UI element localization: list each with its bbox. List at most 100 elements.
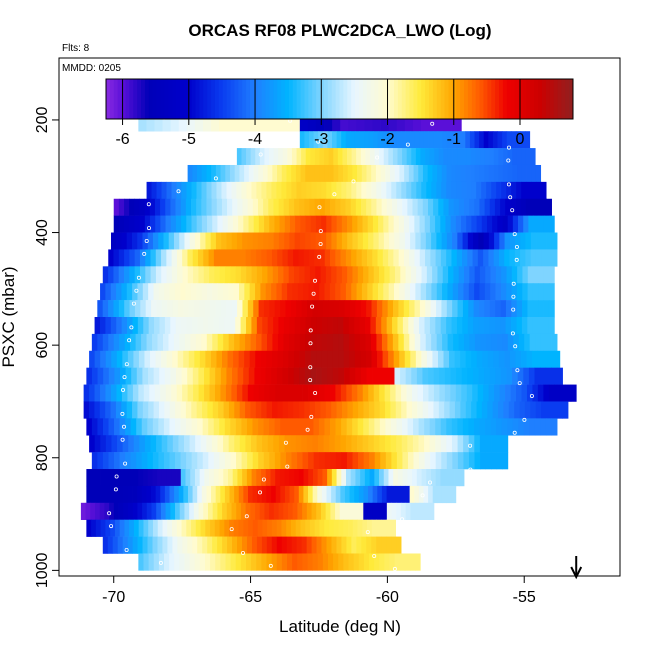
heatmap-cell [108, 333, 115, 352]
heatmap-cell [231, 232, 238, 250]
heatmap-cell [312, 485, 318, 504]
heatmap-cell [516, 148, 522, 166]
heatmap-cell [213, 317, 220, 335]
heatmap-cell [171, 384, 178, 402]
heatmap-cell [105, 519, 111, 537]
heatmap-cell [299, 367, 306, 385]
heatmap-cell [189, 502, 195, 520]
heatmap-cell [267, 519, 273, 537]
heatmap-cell [200, 232, 206, 250]
heatmap-cell [203, 249, 209, 267]
heatmap-cell [396, 452, 403, 470]
heatmap-cell [191, 519, 197, 537]
heatmap-cell [327, 131, 333, 149]
heatmap-cell [308, 384, 314, 402]
heatmap-cell [108, 300, 114, 318]
heatmap-cell [454, 401, 461, 419]
heatmap-cell [194, 350, 201, 368]
heatmap-cell [444, 367, 451, 385]
heatmap-cell [306, 435, 313, 453]
heatmap-cell [548, 300, 555, 318]
heatmap-cell [330, 452, 337, 470]
heatmap-cell [177, 536, 183, 554]
heatmap-cell [159, 367, 166, 385]
heatmap-cell [134, 198, 140, 216]
heatmap-cell [341, 536, 347, 554]
heatmap-cell [487, 401, 494, 419]
heatmap-cell [139, 215, 146, 233]
heatmap-cell [169, 485, 175, 504]
heatmap-cell [113, 300, 120, 318]
heatmap-cell [315, 114, 325, 132]
heatmap-cell [102, 266, 109, 284]
heatmap-cell [256, 249, 262, 267]
heatmap-cell [442, 333, 448, 352]
heatmap-cell [189, 553, 196, 571]
heatmap-cell [429, 148, 435, 166]
heatmap-cell [137, 485, 143, 504]
heatmap-cell [139, 435, 146, 453]
heatmap-cell [195, 333, 202, 352]
sample-dot [122, 424, 127, 429]
heatmap-cell [492, 215, 498, 233]
heatmap-cell [253, 384, 260, 402]
heatmap-cell [304, 401, 311, 419]
heatmap-cell [443, 350, 450, 368]
sample-dot [146, 202, 151, 207]
heatmap-cell [234, 435, 241, 453]
heatmap-cell [457, 232, 463, 250]
heatmap-cell [354, 317, 361, 335]
heatmap-cell [299, 350, 306, 368]
heatmap-cell [135, 333, 142, 352]
heatmap-cell [246, 418, 253, 436]
heatmap-cell [526, 181, 532, 200]
heatmap-cell [400, 266, 406, 284]
heatmap-cell [485, 418, 492, 436]
heatmap-cell [270, 469, 276, 487]
heatmap-cell [316, 350, 323, 368]
heatmap-cell [147, 469, 153, 487]
heatmap-cell [532, 283, 539, 301]
heatmap-cell [161, 181, 167, 200]
heatmap-cell [381, 485, 387, 504]
sample-dot [120, 411, 125, 416]
heatmap-cell [298, 469, 304, 487]
heatmap-cell [314, 249, 320, 267]
heatmap-cell [398, 333, 405, 352]
heatmap-cell [531, 164, 537, 183]
heatmap-cell [495, 266, 502, 284]
heatmap-cell [359, 131, 365, 149]
heatmap-cell [209, 266, 215, 284]
heatmap-cell [178, 435, 185, 453]
heatmap-cell [205, 232, 212, 250]
heatmap-cell [388, 367, 395, 385]
heatmap-cell [251, 469, 257, 487]
heatmap-cell [351, 384, 358, 402]
heatmap-cell [222, 502, 228, 520]
heatmap-cell [434, 148, 440, 166]
heatmap-cell [446, 131, 452, 149]
heatmap-cell [305, 519, 311, 537]
heatmap-cell [528, 215, 534, 233]
heatmap-cell [91, 452, 98, 470]
heatmap-cell [313, 283, 320, 301]
heatmap-cell [437, 114, 446, 132]
heatmap-cell [438, 148, 444, 166]
heatmap-cell [368, 266, 375, 284]
heatmap-cell [335, 249, 341, 267]
heatmap-cell [435, 249, 442, 267]
heatmap-cell [146, 114, 155, 132]
heatmap-cell [488, 249, 495, 267]
heatmap-cell [452, 148, 458, 166]
heatmap-cell [211, 198, 218, 216]
heatmap-cell [532, 384, 539, 402]
heatmap-cell [391, 181, 397, 200]
heatmap-cell [152, 232, 159, 250]
heatmap-cell [494, 198, 501, 216]
heatmap-cell [177, 266, 183, 284]
heatmap-cell [190, 333, 197, 352]
colorbar-segment [117, 79, 123, 119]
heatmap-cell [151, 300, 157, 318]
heatmap-cell [319, 249, 326, 267]
heatmap-cell [170, 502, 176, 520]
